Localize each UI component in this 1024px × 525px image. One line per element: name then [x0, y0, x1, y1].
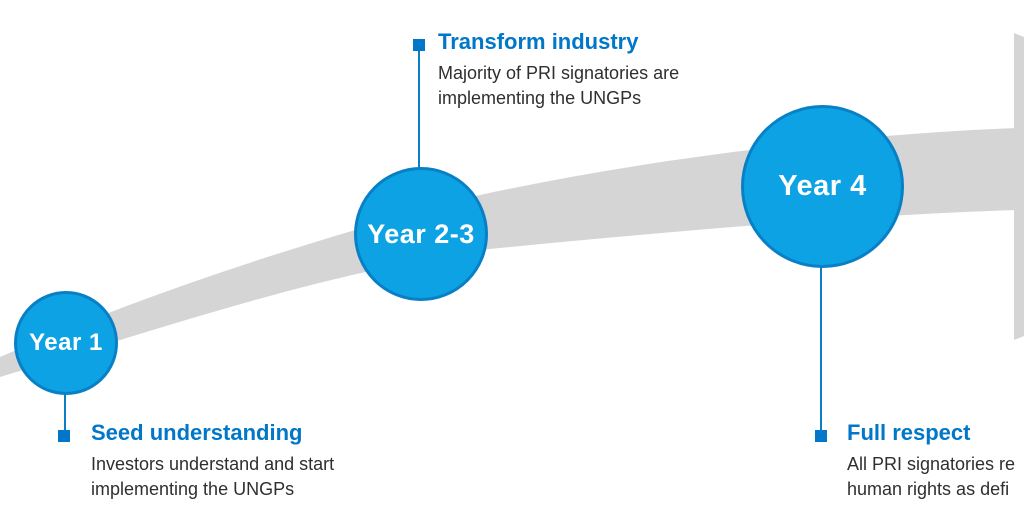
callout-body-seed-understanding: Investors understand and start implement… — [91, 452, 334, 502]
callout-full-respect: Full respect All PRI signatories re huma… — [847, 421, 1015, 502]
callout-heading-seed-understanding: Seed understanding — [91, 420, 303, 445]
milestone-label-year4: Year 4 — [778, 170, 867, 202]
bullet-square-transform-industry — [413, 39, 425, 51]
callout-body-line: human rights as defi — [847, 479, 1010, 499]
callout-body-transform-industry: Majority of PRI signatories are implemen… — [438, 61, 679, 111]
callout-body-line: implementing the UNGPs — [438, 88, 642, 108]
milestone-label-year1: Year 1 — [29, 329, 103, 356]
callout-heading-full-respect: Full respect — [847, 420, 971, 445]
milestone-circle-year1: Year 1 — [14, 291, 118, 395]
arrow-band-arrowhead — [1014, 33, 1024, 340]
callout-heading-transform-industry: Transform industry — [438, 29, 639, 54]
connector-line-year4 — [820, 264, 822, 436]
callout-seed-understanding: Seed understanding Investors understand … — [91, 421, 334, 502]
callout-body-full-respect: All PRI signatories re human rights as d… — [847, 452, 1015, 502]
milestone-circle-year2-3: Year 2-3 — [354, 167, 488, 301]
callout-body-line: All PRI signatories re — [847, 454, 1016, 474]
bullet-square-full-respect — [815, 430, 827, 442]
callout-body-line: implementing the UNGPs — [91, 479, 295, 499]
milestone-circle-year4: Year 4 — [741, 105, 904, 268]
callout-body-line: Investors understand and start — [91, 454, 335, 474]
connector-line-year1 — [64, 390, 66, 436]
milestone-label-year2-3: Year 2-3 — [367, 218, 475, 249]
connector-line-year2-3 — [418, 45, 420, 170]
bullet-square-seed-understanding — [58, 430, 70, 442]
callout-transform-industry: Transform industry Majority of PRI signa… — [438, 30, 679, 111]
callout-body-line: Majority of PRI signatories are — [438, 63, 680, 83]
